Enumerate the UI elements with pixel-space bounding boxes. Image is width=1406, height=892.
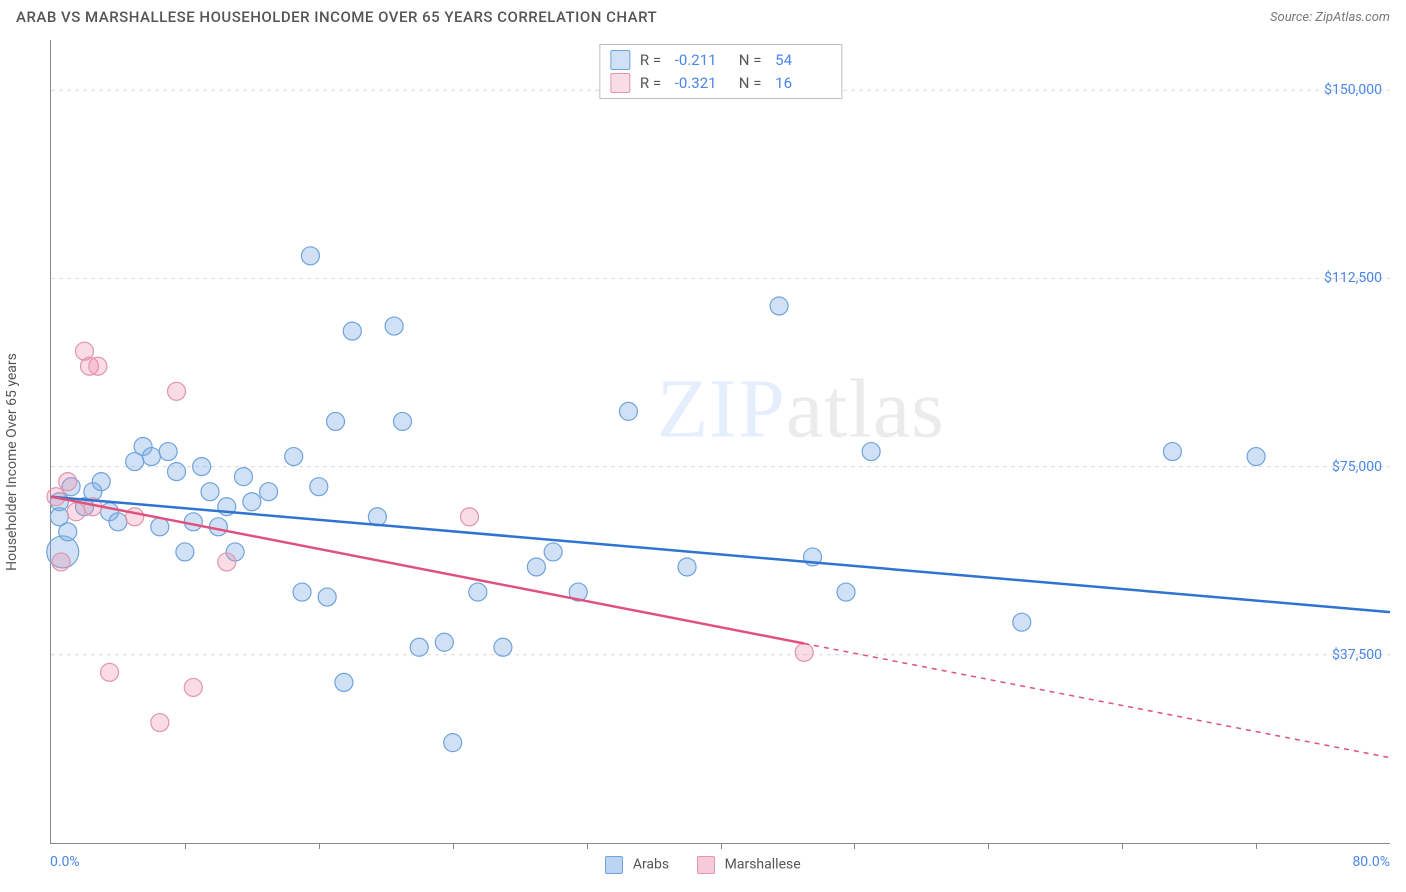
- legend-swatch-marshallese: [697, 856, 715, 874]
- regression-line: [51, 497, 1390, 612]
- chart-title: ARAB VS MARSHALLESE HOUSEHOLDER INCOME O…: [16, 8, 657, 26]
- y-tick-label: $112,500: [1324, 270, 1382, 286]
- x-tick: [1122, 843, 1123, 849]
- plot-area: ZIPatlas R = -0.211 N = 54 R = -0.321 N …: [50, 40, 1390, 844]
- legend-swatch-arabs: [605, 856, 623, 874]
- stats-swatch-1: [610, 73, 630, 93]
- y-tick-label: $75,000: [1332, 459, 1382, 475]
- stats-row-1: R = -0.321 N = 16: [610, 72, 829, 95]
- stats-r-1: -0.321: [675, 72, 729, 95]
- x-tick: [854, 843, 855, 849]
- x-tick: [453, 843, 454, 849]
- stats-n-1: 16: [775, 72, 829, 95]
- stats-row-0: R = -0.211 N = 54: [610, 49, 829, 72]
- x-tick: [185, 843, 186, 849]
- regression-line-extrapolated: [804, 644, 1390, 758]
- stats-r-label: R =: [640, 49, 665, 72]
- legend-label-marshallese: Marshallese: [725, 857, 801, 873]
- x-tick: [1256, 843, 1257, 849]
- stats-r-0: -0.211: [675, 49, 729, 72]
- y-tick-label: $150,000: [1324, 82, 1382, 98]
- regression-line: [51, 497, 804, 644]
- stats-n-label-1: N =: [739, 72, 765, 95]
- x-tick: [319, 843, 320, 849]
- stats-r-label-1: R =: [640, 72, 665, 95]
- legend-item-arabs: Arabs: [605, 856, 669, 874]
- legend-label-arabs: Arabs: [633, 857, 669, 873]
- x-tick: [988, 843, 989, 849]
- x-tick: [587, 843, 588, 849]
- stats-n-label: N =: [739, 49, 765, 72]
- stats-legend: R = -0.211 N = 54 R = -0.321 N = 16: [599, 44, 842, 99]
- chart-source: Source: ZipAtlas.com: [1270, 10, 1390, 25]
- x-tick: [721, 843, 722, 849]
- stats-swatch-0: [610, 50, 630, 70]
- chart-header: ARAB VS MARSHALLESE HOUSEHOLDER INCOME O…: [0, 0, 1406, 30]
- y-axis-label: Householder Income Over 65 years: [4, 353, 20, 571]
- regression-layer: [51, 40, 1390, 843]
- stats-n-0: 54: [775, 49, 829, 72]
- series-legend: Arabs Marshallese: [16, 856, 1390, 874]
- y-tick-label: $37,500: [1332, 647, 1382, 663]
- legend-item-marshallese: Marshallese: [697, 856, 801, 874]
- chart-container: Householder Income Over 65 years ZIPatla…: [16, 40, 1390, 884]
